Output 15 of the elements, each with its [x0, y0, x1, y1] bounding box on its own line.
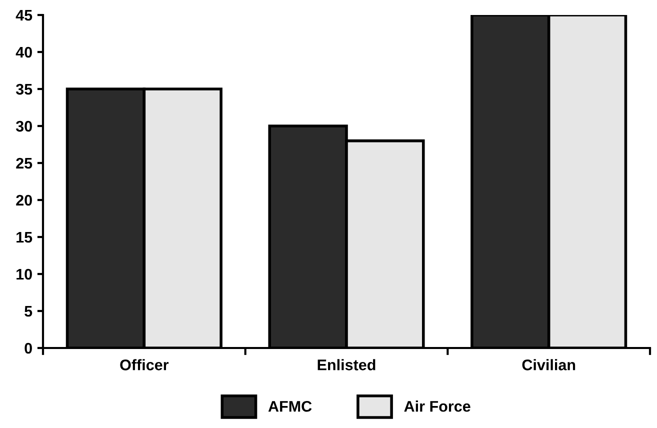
x-tick-label: Officer	[120, 359, 169, 370]
x-tick-label: Enlisted	[318, 359, 376, 370]
y-tick-label: 30	[16, 120, 32, 132]
legend-label: Air Force	[404, 400, 470, 412]
y-tick-label: 25	[16, 158, 32, 169]
y-tick-label: 20	[16, 194, 32, 206]
y-tick-label: 35	[16, 84, 32, 95]
legend-label: AFMC	[268, 400, 312, 412]
y-tick-label: 0	[24, 342, 32, 354]
x-tick-label: Civilian	[522, 359, 576, 370]
y-tick-label: 40	[16, 46, 32, 58]
y-tick-label: 15	[16, 232, 32, 243]
y-tick-label: 5	[24, 306, 32, 317]
y-tick-label: 10	[16, 268, 32, 280]
y-tick-label: 45	[16, 10, 32, 21]
